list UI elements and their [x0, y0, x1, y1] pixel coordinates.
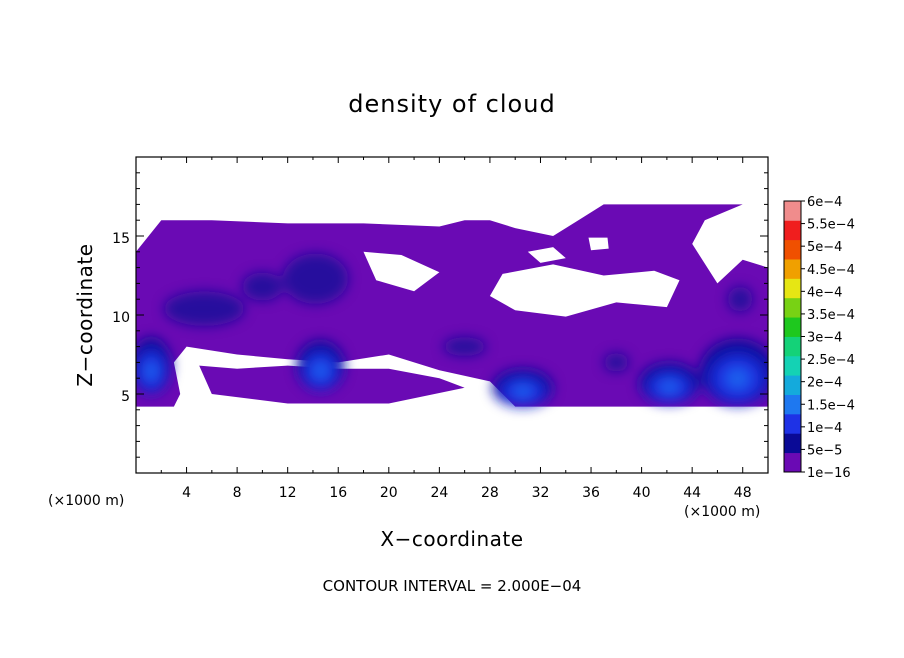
- cloud-patch-9: [242, 272, 283, 301]
- colorbar-label: 5e−5: [807, 443, 842, 458]
- colorbar-swatch: [784, 375, 801, 395]
- colorbar-label: 3e−4: [807, 331, 842, 346]
- x-tick-label: 24: [430, 485, 448, 501]
- x-tick-label: 28: [481, 485, 499, 501]
- colorbar-swatch: [784, 336, 801, 357]
- y-tick-label: 10: [112, 310, 130, 326]
- y-axis-ticks: 5 10 15: [112, 172, 768, 458]
- x-tick-label: 36: [582, 485, 600, 501]
- colorbar-label: 5e−4: [807, 240, 842, 255]
- plot-area: [136, 204, 768, 407]
- colorbar-swatch: [784, 317, 801, 337]
- colorbar-label: 2.5e−4: [807, 353, 855, 368]
- y-tick-label: 15: [112, 231, 130, 247]
- colorbar-swatch: [784, 220, 801, 241]
- x-tick-label: 4: [182, 485, 191, 501]
- x-tick-label: 44: [683, 485, 701, 501]
- chart-title: density of cloud: [348, 90, 555, 118]
- x-tick-label: 48: [734, 485, 752, 501]
- colorbar-swatch: [784, 201, 801, 221]
- x-unit-left: (×1000 m): [48, 493, 124, 509]
- y-axis-title: Z−coordinate: [73, 243, 97, 386]
- colorbar-label: 2e−4: [807, 376, 842, 391]
- y-tick-label: 5: [121, 389, 130, 405]
- colorbar-label: 4e−4: [807, 285, 842, 300]
- cloud-patch-6: [603, 352, 629, 372]
- x-axis-ticks: 4 8 12 16 20 24 28 32 36 40 44 48: [160, 157, 752, 501]
- cloud-patch-2: [492, 368, 554, 407]
- x-unit-right: (×1000 m): [684, 504, 760, 520]
- colorbar-label: 5.5e−4: [807, 218, 855, 233]
- colorbar-swatch: [784, 239, 801, 260]
- colorbar-swatch: [784, 297, 801, 318]
- cloud-patch-5: [443, 337, 487, 357]
- colorbar-swatch: [784, 413, 801, 434]
- colorbar-swatch: [784, 259, 801, 279]
- x-tick-label: 20: [380, 485, 398, 501]
- colorbar-swatch: [784, 355, 801, 376]
- colorbar-label: 3.5e−4: [807, 308, 855, 323]
- colorbar-swatch: [784, 452, 801, 473]
- cloud-patch-8: [163, 291, 245, 327]
- x-tick-label: 32: [532, 485, 550, 501]
- x-tick-label: 40: [633, 485, 651, 501]
- colorbar-label: 4.5e−4: [807, 263, 855, 278]
- cloud-patch-1: [296, 340, 345, 391]
- colorbar: 1e−16 5e−5 1e−4 1.5e−4 2e−4 2.5e−4 3e−4 3.5e−4 4…: [783, 195, 855, 481]
- colorbar-label: 1e−4: [807, 421, 842, 436]
- colorbar-swatch: [784, 433, 801, 454]
- x-tick-label: 12: [279, 485, 297, 501]
- dark-patches: [136, 253, 768, 407]
- colorbar-swatch: [784, 278, 801, 299]
- cloud-patch-4: [699, 338, 768, 406]
- colorbar-swatch: [784, 394, 801, 415]
- cloud-patch-3: [639, 362, 700, 404]
- x-tick-label: 16: [329, 485, 347, 501]
- x-tick-label: 8: [233, 485, 242, 501]
- x-axis-title: X−coordinate: [380, 527, 523, 551]
- cloud-patch-10: [727, 286, 753, 312]
- colorbar-label: 1.5e−4: [807, 398, 855, 413]
- colorbar-label: 1e−16: [807, 466, 851, 481]
- cloud-patch-7: [282, 253, 349, 304]
- colorbar-label: 6e−4: [807, 195, 842, 210]
- cloud-patch-0: [136, 337, 172, 394]
- contour-interval-label: CONTOUR INTERVAL = 2.000E−04: [323, 577, 582, 595]
